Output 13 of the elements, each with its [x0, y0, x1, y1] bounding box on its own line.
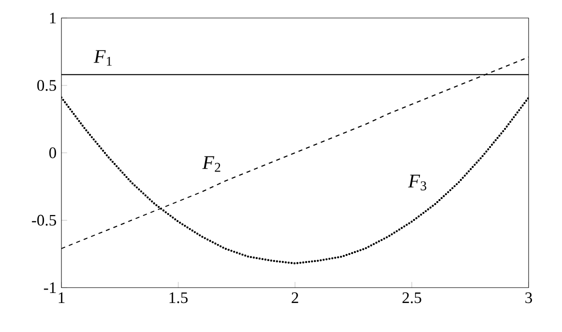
- x-tick-label: 1.5: [170, 292, 188, 304]
- series-label: F$_{2}$: [202, 156, 220, 172]
- series-label: F$_{3}$: [408, 174, 426, 190]
- y-tick-label: 0.5: [37, 80, 56, 92]
- y-tick-label: -0.5: [32, 214, 56, 226]
- x-tick-label: 3: [525, 292, 532, 304]
- series-label: F$_{1}$: [94, 50, 112, 66]
- y-tick-label: 0: [49, 148, 56, 158]
- y-tick-label: -1: [44, 282, 56, 294]
- x-tick-label: 2: [292, 292, 298, 304]
- x-tick-label: 2.5: [402, 292, 422, 304]
- x-tick-label: 1: [58, 292, 64, 304]
- y-tick-label: 1: [50, 12, 56, 24]
